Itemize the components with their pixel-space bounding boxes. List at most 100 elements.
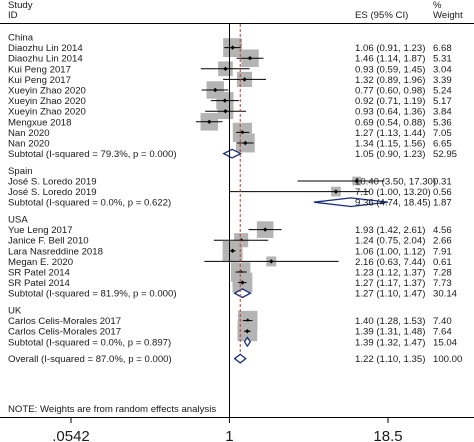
point-estimate [333, 189, 339, 194]
point-estimate [230, 248, 235, 253]
weight-value: 100.00 [433, 354, 462, 365]
point-estimate [240, 130, 245, 135]
es-ci-value: 1.05 (0.90, 1.23) [355, 149, 425, 160]
es-ci-value: 1.27 (1.13, 1.44) [355, 128, 425, 139]
weight-value: 4.56 [433, 225, 452, 236]
point-estimate [240, 280, 245, 285]
weight-value: 6.65 [433, 139, 452, 150]
es-ci-value: 1.40 (1.28, 1.53) [355, 316, 425, 327]
weight-value: 52.95 [433, 149, 457, 160]
point-estimate [222, 98, 228, 103]
weight-value: 5.17 [433, 96, 452, 107]
weight-value: 0.56 [433, 187, 452, 198]
study-label: SR Patel 2014 [8, 268, 71, 279]
group-label: USA [8, 215, 28, 226]
weights-note: NOTE: Weights are from random effects an… [8, 404, 216, 415]
es-ci-value: 2.16 (0.63, 7.44) [355, 257, 425, 268]
study-label: Carlos Celis-Morales 2017 [8, 327, 121, 338]
weight-value: 5.31 [433, 54, 452, 65]
x-tick-label: 1 [225, 428, 233, 442]
header-weight: Weight [433, 10, 463, 21]
weight-value: 6.68 [433, 43, 452, 54]
weight-value: 15.04 [433, 337, 458, 348]
plot-header: Study ID ES (95% CI) % Weight [8, 0, 463, 21]
study-label: SR Patel 2014 [8, 278, 71, 289]
weight-value: 3.39 [433, 75, 452, 86]
point-estimate [223, 66, 228, 71]
x-tick-label: .0542 [52, 428, 90, 442]
study-label: Diaozhu Lin 2014 [8, 54, 83, 65]
group-label: UK [8, 306, 22, 317]
es-ci-value: 1.39 (1.31, 1.48) [355, 327, 425, 338]
es-ci-value: 1.06 (0.91, 1.23) [355, 43, 425, 54]
subtotal-label: Subtotal (I-squared = 0.0%, p = 0.897) [8, 337, 171, 348]
es-ci-value: 9.36 (4.74, 18.45) [355, 198, 431, 209]
es-ci-value: 0.69 (0.54, 0.88) [355, 117, 425, 128]
weight-value: 30.14 [433, 289, 458, 300]
es-ci-value: 1.39 (1.32, 1.47) [355, 337, 425, 348]
point-estimate [242, 77, 247, 82]
point-estimate [207, 119, 212, 124]
study-label: José S. Loredo 2019 [8, 177, 97, 188]
es-ci-value: 1.34 (1.15, 1.56) [355, 139, 425, 150]
es-ci-value: 1.27 (1.17, 1.37) [355, 278, 425, 289]
es-ci-value: 0.77 (0.60, 0.98) [355, 86, 425, 97]
subtotal-diamond [243, 336, 252, 348]
x-tick-label: 18.5 [373, 428, 402, 442]
study-label: Nan 2020 [8, 139, 50, 150]
weight-value: 1.87 [433, 198, 452, 209]
weight-value: 0.61 [433, 257, 452, 268]
weight-value: 7.91 [433, 246, 452, 257]
point-estimate [243, 140, 248, 146]
weight-value: 7.05 [433, 128, 452, 139]
es-ci-value: 7.10 (1.00, 13.20) [355, 187, 431, 198]
study-label: Nan 2020 [8, 128, 50, 139]
study-label: Kui Peng 2017 [8, 64, 71, 75]
overall-diamond [233, 353, 247, 364]
overall-label: Overall (I-squared = 87.0%, p = 0.000) [8, 354, 172, 365]
subtotal-label: Subtotal (I-squared = 81.9%, p = 0.000) [8, 289, 177, 300]
study-label: Diaozhu Lin 2014 [8, 43, 83, 54]
point-estimate [213, 87, 218, 93]
weight-value: 7.64 [433, 327, 452, 338]
study-label: Carlos Celis-Morales 2017 [8, 316, 121, 327]
study-label: Yue Leng 2017 [8, 225, 73, 236]
study-label: José S. Loredo 2019 [8, 187, 97, 198]
weight-value: 0.31 [433, 177, 452, 188]
study-label: Janice F. Bell 2010 [8, 236, 89, 247]
weight-value: 7.40 [433, 316, 452, 327]
es-ci-value: 1.23 (1.12, 1.37) [355, 268, 425, 279]
study-label: Lara Nasreddine 2018 [8, 246, 103, 257]
group-label: China [8, 33, 34, 44]
header-id: ID [8, 10, 18, 21]
point-estimate [230, 45, 235, 50]
es-ci-value: 0.93 (0.64, 1.36) [355, 107, 425, 118]
subtotal-label: Subtotal (I-squared = 0.0%, p = 0.622) [8, 198, 171, 209]
point-estimate [223, 109, 228, 114]
study-label: Megan E. 2020 [8, 257, 73, 268]
weight-value: 3.84 [433, 107, 452, 118]
point-estimate [262, 227, 268, 232]
study-label: Xueyin Zhao 2020 [8, 86, 86, 97]
weight-value: 5.36 [433, 117, 452, 128]
weight-value: 3.04 [433, 64, 452, 75]
header-pct: % [433, 0, 442, 11]
subtotal-label: Subtotal (I-squared = 79.3%, p = 0.000) [8, 149, 177, 160]
weight-value: 2.66 [433, 236, 452, 247]
point-estimate [269, 259, 274, 264]
study-label: Xueyin Zhao 2020 [8, 96, 86, 107]
point-estimate [245, 329, 250, 334]
es-ci-value: 1.22 (1.10, 1.35) [355, 354, 425, 365]
es-ci-value: 1.32 (0.89, 1.96) [355, 75, 425, 86]
es-ci-value: 10.40 (3.50, 17.30) [355, 177, 436, 188]
es-ci-value: 1.06 (1.00, 1.12) [355, 246, 425, 257]
study-label: Xueyin Zhao 2020 [8, 107, 86, 118]
es-ci-value: 1.93 (1.42, 2.61) [355, 225, 425, 236]
es-ci-value: 1.46 (1.14, 1.87) [355, 54, 425, 65]
header-es: ES (95% CI) [355, 10, 408, 21]
x-axis: .0542 1 18.5 [52, 417, 403, 442]
es-ci-value: 1.24 (0.75, 2.04) [355, 236, 425, 247]
group-label: Spain [8, 166, 33, 177]
